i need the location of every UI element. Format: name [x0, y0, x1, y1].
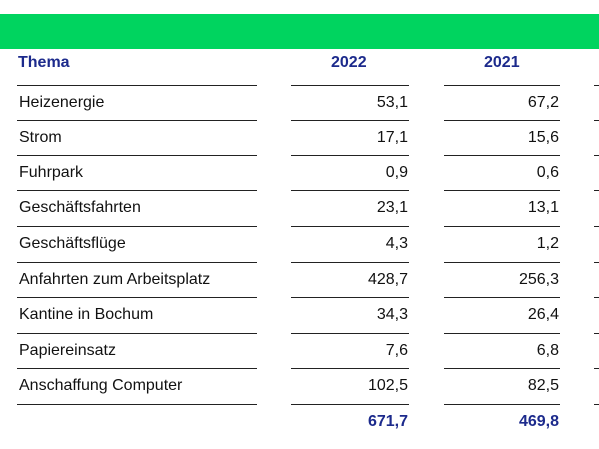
table-row: Kantine in Bochum 34,3 26,4: [0, 297, 599, 332]
value-2022: 428,7: [367, 271, 408, 288]
row-divider: [594, 226, 599, 227]
row-divider: [594, 262, 599, 263]
row-divider: [291, 262, 409, 263]
value-2021: 0,6: [536, 164, 559, 181]
value-2022: 34,3: [376, 306, 408, 323]
row-divider: [17, 120, 257, 121]
row-divider: [17, 155, 257, 156]
row-divider: [594, 297, 599, 298]
row-label: Strom: [19, 129, 62, 146]
value-2022: 23,1: [376, 199, 408, 216]
value-2021: 67,2: [527, 94, 559, 111]
value-2022: 53,1: [376, 94, 408, 111]
row-divider: [594, 85, 599, 86]
value-2021: 6,8: [536, 342, 559, 359]
value-2022: 0,9: [385, 164, 408, 181]
value-2022: 17,1: [376, 129, 408, 146]
row-divider: [594, 120, 599, 121]
row-divider: [291, 368, 409, 369]
table-row: Anfahrten zum Arbeitsplatz 428,7 256,3: [0, 262, 599, 297]
value-2021: 13,1: [527, 199, 559, 216]
table-row: Fuhrpark 0,9 0,6: [0, 155, 599, 190]
table-row: Anschaffung Computer 102,5 82,5: [0, 368, 599, 403]
total-row: 671,7 469,8: [0, 404, 599, 439]
table-row: Heizenergie 53,1 67,2: [0, 85, 599, 120]
row-divider: [444, 226, 560, 227]
row-label: Papiereinsatz: [19, 342, 116, 359]
value-2022: 4,3: [385, 235, 408, 252]
row-label: Geschäftsflüge: [19, 235, 126, 252]
row-divider: [594, 333, 599, 334]
column-header-2022: 2022: [331, 54, 367, 71]
row-divider: [17, 85, 257, 86]
value-2021: 82,5: [527, 377, 559, 394]
row-divider: [444, 368, 560, 369]
row-divider: [291, 85, 409, 86]
total-2022: 671,7: [367, 413, 408, 430]
total-2021: 469,8: [518, 413, 559, 430]
row-divider: [444, 333, 560, 334]
table-row: Papiereinsatz 7,6 6,8: [0, 333, 599, 368]
row-divider: [444, 190, 560, 191]
column-header-2021: 2021: [484, 54, 520, 71]
row-divider: [594, 368, 599, 369]
row-divider: [291, 190, 409, 191]
row-divider: [17, 404, 257, 405]
row-divider: [291, 297, 409, 298]
row-label: Heizenergie: [19, 94, 105, 111]
row-divider: [291, 155, 409, 156]
row-divider: [444, 404, 560, 405]
row-label: Anfahrten zum Arbeitsplatz: [19, 271, 211, 288]
row-divider: [291, 226, 409, 227]
row-divider: [594, 404, 599, 405]
row-divider: [594, 155, 599, 156]
table-row: Geschäftsflüge 4,3 1,2: [0, 226, 599, 261]
row-divider: [17, 190, 257, 191]
row-label: Kantine in Bochum: [19, 306, 154, 323]
column-header-thema: Thema: [18, 54, 70, 71]
table-row: Strom 17,1 15,6: [0, 120, 599, 155]
row-divider: [444, 262, 560, 263]
row-divider: [17, 226, 257, 227]
row-divider: [444, 120, 560, 121]
row-label: Fuhrpark: [19, 164, 84, 181]
value-2021: 26,4: [527, 306, 559, 323]
value-2021: 1,2: [536, 235, 559, 252]
row-divider: [17, 368, 257, 369]
row-label: Anschaffung Computer: [19, 377, 183, 394]
row-divider: [17, 333, 257, 334]
row-divider: [444, 155, 560, 156]
row-divider: [291, 404, 409, 405]
table-row: Geschäftsfahrten 23,1 13,1: [0, 190, 599, 225]
row-divider: [444, 85, 560, 86]
row-divider: [17, 262, 257, 263]
row-divider: [291, 333, 409, 334]
value-2021: 15,6: [527, 129, 559, 146]
row-divider: [594, 190, 599, 191]
value-2022: 7,6: [385, 342, 408, 359]
row-divider: [444, 297, 560, 298]
row-divider: [17, 297, 257, 298]
row-label: Geschäftsfahrten: [19, 199, 141, 216]
green-header-band: [0, 14, 599, 49]
value-2021: 256,3: [518, 271, 559, 288]
row-divider: [291, 120, 409, 121]
value-2022: 102,5: [367, 377, 408, 394]
